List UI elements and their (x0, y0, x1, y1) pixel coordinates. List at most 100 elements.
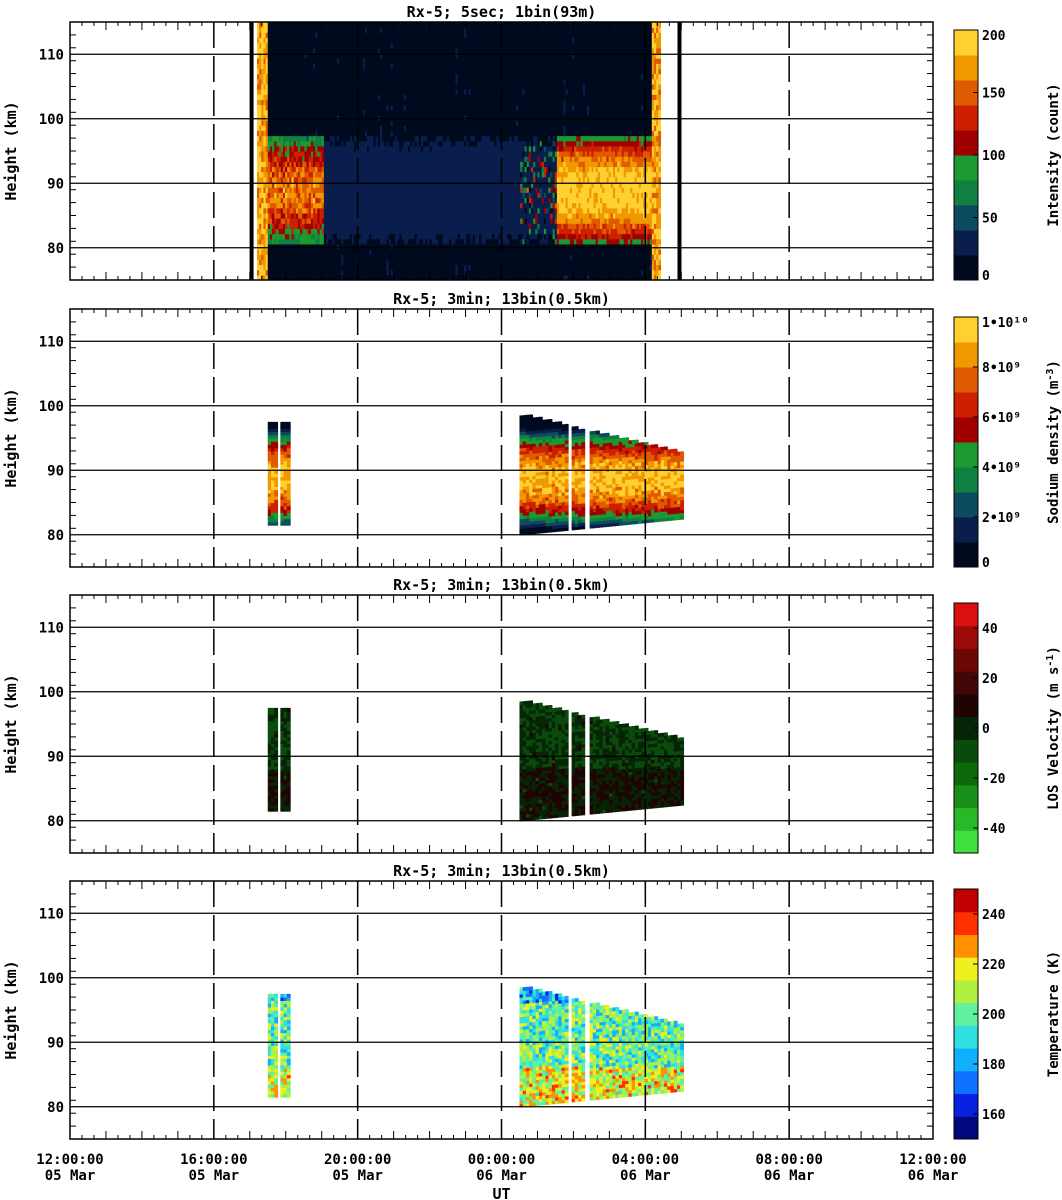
intensity-cell (343, 68, 347, 75)
intensity-cell (326, 73, 329, 80)
intensity-cell (261, 243, 265, 250)
intensity-cell (291, 120, 295, 126)
intensity-cell (399, 238, 403, 245)
intensity-cell (440, 114, 444, 121)
intensity-cell (379, 197, 383, 204)
intensity-cell (358, 249, 362, 255)
intensity-cell (375, 52, 379, 59)
intensity-cell (375, 22, 379, 28)
intensity-cell (384, 202, 388, 209)
intensity-cell (276, 114, 280, 121)
intensity-cell (455, 130, 459, 137)
intensity-cell (345, 32, 349, 39)
intensity-cell (289, 120, 293, 126)
intensity-cell (390, 264, 394, 271)
intensity-cell (276, 68, 280, 75)
intensity-cell (429, 249, 433, 255)
intensity-cell (306, 192, 310, 199)
intensity-cell (319, 187, 323, 193)
intensity-cell (347, 269, 351, 276)
intensity-cell (295, 171, 299, 178)
intensity-cell (455, 228, 459, 235)
intensity-cell (276, 254, 280, 260)
intensity-cell (306, 238, 310, 245)
intensity-cell (373, 130, 377, 137)
intensity-cell (310, 223, 314, 229)
intensity-cell (328, 212, 331, 219)
intensity-cell (438, 99, 441, 106)
intensity-cell (360, 181, 364, 188)
intensity-cell (395, 145, 398, 152)
intensity-cell (433, 140, 437, 147)
intensity-cell (347, 161, 351, 168)
intensity-cell (287, 58, 290, 64)
intensity-cell (410, 78, 413, 85)
intensity-cell (401, 130, 405, 137)
intensity-cell (259, 269, 262, 276)
intensity-cell (382, 32, 385, 39)
intensity-cell (423, 156, 426, 162)
intensity-cell (386, 99, 390, 106)
intensity-cell (263, 145, 267, 152)
intensity-cell (351, 197, 355, 204)
intensity-cell (399, 228, 403, 235)
intensity-cell (354, 228, 357, 235)
intensity-cell (280, 161, 284, 168)
intensity-cell (425, 42, 429, 49)
intensity-cell (338, 58, 342, 64)
intensity-cell (308, 228, 312, 235)
intensity-cell (276, 171, 280, 178)
intensity-cell (338, 259, 342, 266)
intensity-cell (375, 218, 379, 224)
intensity-cell (440, 212, 444, 219)
intensity-cell (371, 135, 375, 142)
intensity-cell (289, 99, 293, 106)
intensity-cell (459, 47, 463, 54)
intensity-cell (379, 47, 383, 54)
intensity-cell (461, 259, 465, 266)
intensity-cell (457, 78, 461, 85)
intensity-cell (451, 52, 454, 59)
intensity-cell (451, 223, 454, 229)
intensity-cell (269, 243, 273, 250)
intensity-cell (375, 187, 379, 193)
intensity-cell (278, 264, 282, 271)
intensity-cell (319, 181, 323, 188)
intensity-cell (369, 181, 372, 188)
intensity-cell (364, 156, 368, 162)
intensity-cell (397, 233, 400, 240)
intensity-cell (386, 161, 390, 168)
intensity-cell (414, 212, 418, 219)
intensity-cell (263, 269, 267, 276)
intensity-cell (442, 181, 446, 188)
intensity-cell (429, 243, 433, 250)
intensity-cell (330, 42, 334, 49)
intensity-cell (300, 58, 303, 64)
intensity-cell (300, 22, 303, 28)
intensity-cell (418, 228, 422, 235)
intensity-cell (323, 68, 327, 75)
intensity-cell (425, 187, 429, 193)
intensity-cell (313, 52, 316, 59)
intensity-cell (319, 130, 323, 137)
intensity-cell (399, 120, 403, 126)
intensity-cell (455, 171, 459, 178)
intensity-cell (269, 32, 273, 39)
intensity-cell (446, 212, 450, 219)
intensity-cell (265, 202, 269, 209)
intensity-cell (377, 22, 381, 28)
intensity-cell (403, 94, 407, 100)
intensity-cell (416, 181, 420, 188)
intensity-cell (427, 145, 431, 152)
intensity-cell (453, 274, 457, 280)
intensity-cell (364, 187, 368, 193)
intensity-cell (420, 89, 424, 95)
intensity-cell (323, 109, 327, 116)
intensity-cell (291, 63, 295, 70)
intensity-cell (336, 212, 340, 219)
intensity-cell (408, 166, 411, 173)
intensity-cell (442, 207, 446, 214)
intensity-cell (459, 269, 463, 276)
intensity-cell (442, 109, 446, 116)
intensity-cell (306, 259, 310, 266)
